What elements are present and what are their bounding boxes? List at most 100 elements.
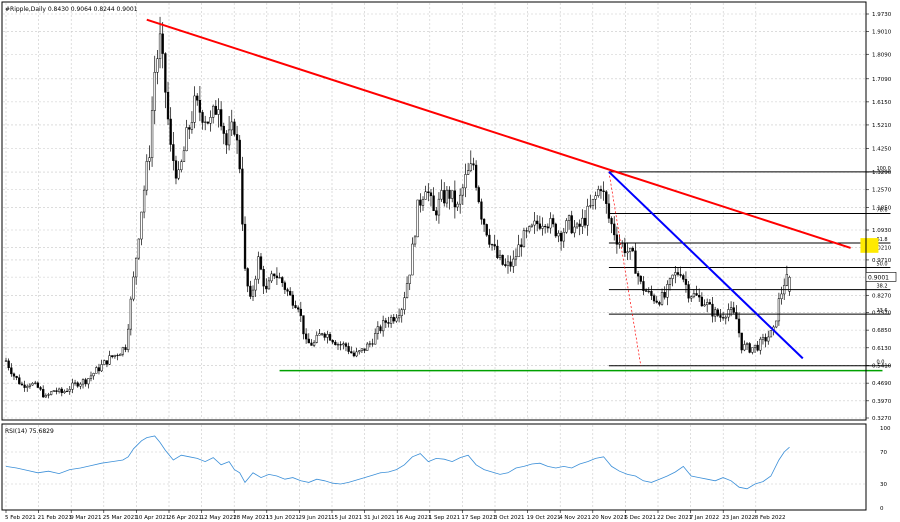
candle-body	[350, 351, 353, 354]
candle-body	[204, 121, 207, 123]
time-tick-label: 31 Jul 2021	[364, 515, 395, 521]
time-tick-label: 22 Dec 2021	[657, 515, 692, 521]
candle-body	[366, 343, 369, 351]
candle-body	[310, 342, 313, 346]
candle-body	[626, 251, 629, 254]
candle-body	[382, 320, 385, 332]
candle-body	[533, 220, 536, 226]
price-tick-label: 0.6130	[872, 346, 892, 352]
candle-body	[496, 245, 499, 258]
candle-body	[634, 250, 637, 274]
candle-body	[522, 230, 526, 248]
price-tick-label: 0.6850	[872, 328, 892, 334]
candle-body	[76, 382, 79, 387]
candle-body	[352, 352, 356, 357]
candle-body	[668, 278, 672, 285]
candle-body	[222, 125, 225, 134]
candle-body	[658, 302, 661, 305]
candle-body	[273, 273, 276, 277]
candle-body	[257, 256, 260, 280]
candle-body	[756, 344, 759, 351]
candle-body	[307, 338, 310, 344]
time-tick-label: 26 Apr 2021	[168, 515, 202, 521]
candle-body	[71, 382, 74, 390]
price-pane-frame	[1, 1, 867, 421]
candle-body	[161, 33, 164, 54]
candle-body	[413, 236, 417, 245]
candle-body	[26, 386, 29, 388]
candle-body	[615, 234, 619, 245]
candle-body	[403, 297, 406, 310]
candle-body	[318, 333, 321, 336]
candle-body	[52, 390, 55, 393]
candle-body	[525, 230, 528, 232]
candle-body	[368, 343, 372, 345]
time-tick-label: 13 Jun 2021	[266, 515, 299, 521]
candle-body	[55, 390, 58, 392]
candle-body	[445, 189, 449, 204]
candle-body	[706, 302, 709, 306]
price-tick-label: 1.9730	[872, 12, 892, 18]
candle-body	[589, 205, 592, 207]
candle-body	[389, 317, 393, 324]
candle-body	[291, 294, 294, 306]
candle-body	[538, 223, 542, 229]
candle-body	[674, 272, 677, 276]
fib-level-label: 23.6	[876, 308, 887, 314]
candle-body	[371, 343, 374, 345]
candle-body	[512, 258, 515, 267]
candle-body	[111, 355, 114, 358]
price-tick-label: 1.7090	[872, 77, 892, 83]
candle-body	[73, 382, 77, 384]
candle-body	[164, 53, 167, 93]
candle-body	[443, 190, 446, 204]
candle-body	[583, 217, 587, 226]
candle-body	[214, 105, 217, 115]
candle-body	[557, 232, 560, 237]
candle-body	[65, 390, 69, 393]
candle-body	[777, 298, 781, 322]
candle-body	[480, 201, 483, 220]
candle-body	[461, 187, 464, 196]
candle-body	[297, 307, 300, 310]
candle-body	[392, 317, 395, 322]
candle-body	[36, 382, 40, 388]
candle-body	[148, 157, 151, 162]
price-tick-label: 0.5410	[872, 363, 892, 369]
target-zone	[860, 238, 879, 253]
candle-body	[206, 121, 210, 124]
candle-body	[655, 300, 658, 303]
price-tick-label: 1.8090	[872, 52, 892, 58]
time-tick-label: 16 Aug 2021	[396, 515, 431, 521]
candle-body	[95, 367, 98, 374]
grid-lines	[3, 3, 865, 509]
price-tick-label: 0.8270	[872, 293, 892, 299]
candle-body	[42, 389, 45, 398]
price-tick-label: 0.4690	[872, 381, 892, 387]
candle-body	[780, 293, 783, 299]
time-tick-label: 7 Jan 2022	[690, 515, 719, 521]
price-tick-label: 1.0930	[872, 228, 892, 234]
fib-level-label: 61.8	[876, 237, 887, 243]
candle-body	[81, 379, 85, 385]
candle-body	[87, 378, 90, 385]
candle-body	[743, 344, 746, 351]
candle-body	[711, 303, 714, 317]
candle-body	[294, 305, 297, 309]
time-tick-label: 25 Mar 2021	[103, 515, 138, 521]
candle-body	[541, 225, 544, 229]
candle-body	[265, 285, 268, 290]
candle-body	[281, 277, 284, 284]
candle-body	[644, 290, 648, 292]
candle-body	[121, 347, 125, 355]
candle-body	[172, 144, 175, 161]
candle-body	[451, 190, 454, 199]
candle-body	[610, 218, 613, 225]
candle-body	[217, 109, 220, 115]
price-tick-label: 0.3270	[872, 416, 892, 422]
chart-title: #Ripple,Daily 0.8430 0.9064 0.8244 0.900…	[5, 6, 138, 13]
candle-body	[339, 344, 342, 346]
candle-body	[435, 210, 438, 216]
